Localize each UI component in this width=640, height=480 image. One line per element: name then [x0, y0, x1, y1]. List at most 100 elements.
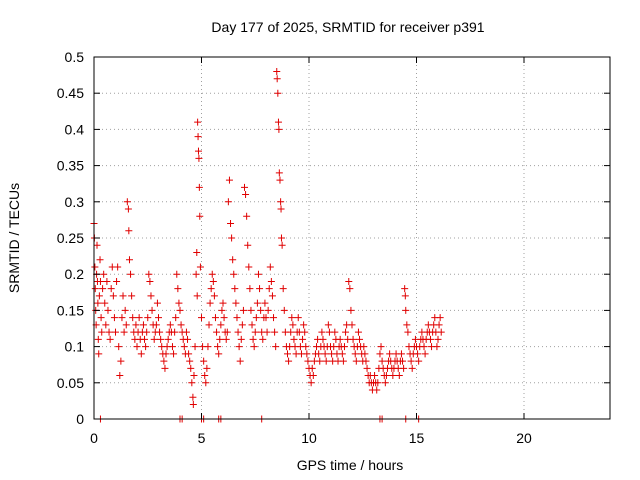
data-point — [273, 75, 281, 83]
data-point — [193, 248, 201, 256]
data-point — [175, 299, 183, 307]
data-point — [222, 335, 230, 343]
y-tick-labels: 0 0.05 0.1 0.15 0.2 0.25 0.3 0.35 0.4 0.45 0.5 — [57, 49, 84, 427]
data-point — [336, 335, 344, 343]
data-point — [386, 350, 394, 358]
data-point — [354, 328, 362, 336]
data-point — [122, 321, 130, 329]
data-point — [342, 328, 350, 336]
data-point — [243, 212, 251, 220]
data-point — [284, 350, 291, 358]
data-point — [205, 321, 213, 329]
data-point — [166, 321, 174, 329]
data-point — [119, 292, 127, 300]
data-point — [203, 364, 211, 372]
data-point — [256, 285, 264, 293]
data-point — [239, 306, 247, 314]
data-point — [426, 335, 434, 343]
data-point — [275, 169, 283, 177]
data-point — [96, 277, 104, 285]
data-point — [435, 321, 443, 329]
data-point — [157, 335, 165, 343]
data-point — [105, 328, 113, 336]
data-point — [182, 328, 190, 336]
chart-title: Day 177 of 2025, SRMTID for receiver p39… — [211, 19, 484, 35]
data-point — [95, 292, 103, 300]
data-point — [219, 299, 227, 307]
data-point — [98, 328, 106, 336]
axis-ticks — [93, 56, 610, 420]
data-point — [231, 285, 239, 293]
data-point — [307, 379, 315, 387]
data-point — [382, 372, 390, 380]
data-point — [374, 379, 382, 387]
data-point — [360, 343, 368, 351]
data-point — [289, 321, 297, 329]
data-point — [378, 357, 386, 365]
data-point — [207, 285, 215, 293]
data-point — [152, 321, 160, 329]
data-point — [361, 350, 369, 358]
data-point — [206, 299, 214, 307]
data-point — [176, 306, 184, 314]
data-point — [170, 350, 178, 358]
data-point — [164, 335, 172, 343]
data-point — [261, 299, 269, 307]
data-point — [338, 350, 346, 358]
data-point — [249, 335, 257, 343]
data-point — [144, 314, 152, 322]
data-point — [194, 118, 202, 126]
data-point — [224, 198, 232, 206]
data-point — [321, 350, 329, 358]
data-point — [210, 292, 218, 300]
data-point — [155, 314, 162, 322]
y-tick-label: 0.05 — [57, 375, 84, 391]
data-point — [232, 299, 240, 307]
data-point — [271, 328, 279, 336]
data-point — [94, 335, 102, 343]
data-point — [204, 343, 212, 351]
data-point — [195, 183, 203, 191]
data-point — [324, 321, 332, 329]
data-point — [347, 306, 355, 314]
data-point — [194, 133, 202, 141]
data-point — [351, 350, 359, 358]
data-point — [402, 306, 410, 314]
data-point — [184, 335, 192, 343]
data-point — [177, 321, 185, 329]
data-point — [436, 314, 444, 322]
data-point — [227, 220, 235, 228]
data-point — [407, 357, 415, 365]
data-point — [290, 335, 298, 343]
data-point — [91, 263, 99, 271]
data-point — [168, 343, 176, 351]
data-point — [420, 343, 428, 351]
data-point — [135, 314, 143, 322]
data-point — [107, 285, 115, 293]
data-point — [278, 241, 286, 249]
data-point — [242, 191, 250, 199]
data-point — [143, 328, 151, 336]
data-point — [254, 270, 262, 278]
data-point — [437, 328, 445, 336]
data-point — [414, 350, 422, 358]
data-point — [395, 372, 403, 380]
data-point — [397, 350, 405, 358]
y-tick-label: 0.3 — [65, 194, 85, 210]
y-tick-label: 0.4 — [65, 121, 85, 137]
data-point — [304, 357, 312, 365]
data-point — [153, 299, 161, 307]
data-point — [96, 256, 104, 264]
data-point — [196, 212, 204, 220]
data-point — [251, 328, 259, 336]
data-point — [116, 372, 124, 380]
x-tick-labels: 0 5 10 15 20 — [90, 430, 532, 446]
data-point — [401, 285, 409, 293]
data-point — [356, 335, 364, 343]
data-point — [400, 364, 408, 372]
data-point — [376, 350, 384, 358]
data-point — [277, 234, 285, 242]
data-point — [97, 314, 105, 322]
data-point — [331, 328, 339, 336]
